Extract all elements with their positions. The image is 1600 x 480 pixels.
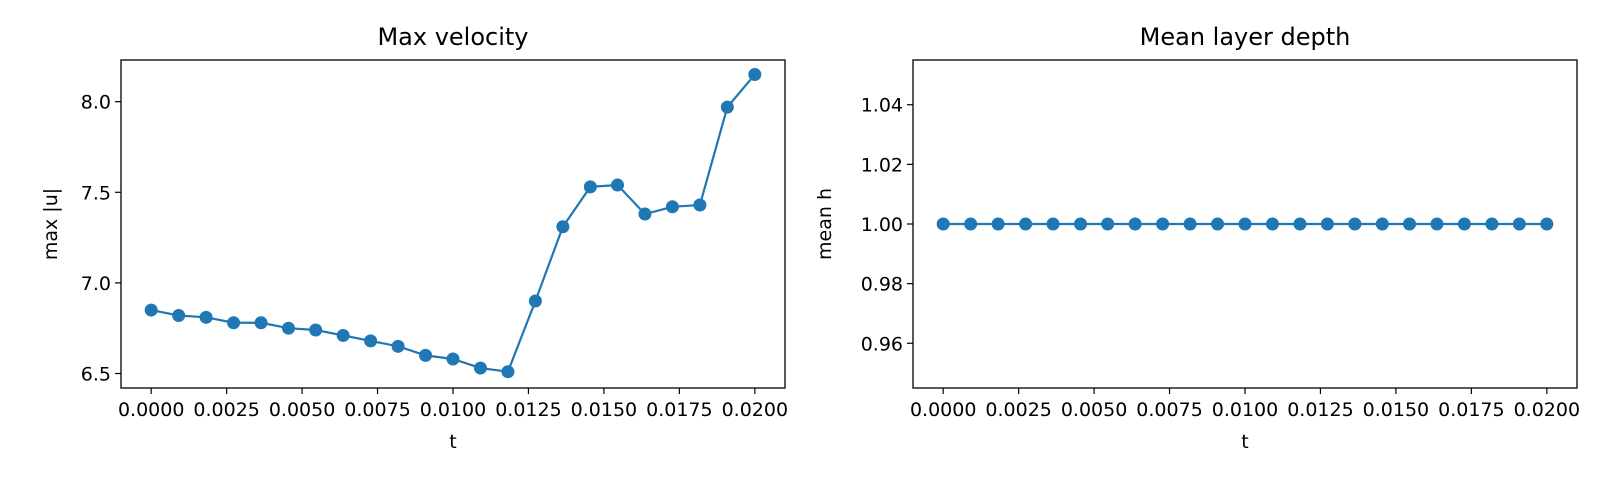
plot-frame (120, 59, 786, 389)
max-velocity-chart: Max velocity t max |u| 0.0000 0.0025 0.005… (40, 23, 788, 453)
chart-title: Max velocity (377, 23, 528, 51)
x-tick-label: 0.0150 (1363, 399, 1429, 421)
data-point (391, 339, 405, 353)
x-tick-label: 0.0025 (985, 399, 1051, 421)
x-tick-label: 0.0100 (1212, 399, 1278, 421)
data-point (227, 316, 241, 330)
data-point (1457, 217, 1471, 231)
y-tick-label: 8.0 (81, 92, 111, 114)
data-point (1238, 217, 1252, 231)
data-point (364, 334, 378, 348)
series-line (150, 73, 756, 373)
data-point (1512, 217, 1526, 231)
x-tick-label: 0.0125 (1287, 399, 1353, 421)
data-point (1156, 217, 1170, 231)
data-point (638, 207, 652, 221)
data-point (720, 100, 734, 114)
y-tick-label: 1.02 (861, 154, 903, 176)
data-point (1485, 217, 1499, 231)
y-tick-label: 7.5 (81, 182, 111, 204)
x-tick-label: 0.0075 (344, 399, 410, 421)
x-tick-label: 0.0050 (1061, 399, 1127, 421)
data-point (936, 217, 950, 231)
x-tick-label: 0.0125 (495, 399, 561, 421)
y-tick-label: 6.5 (81, 364, 111, 386)
data-point (501, 365, 515, 379)
plot-frame (912, 59, 1578, 389)
axis-ticks: 0.0000 0.0025 0.0050 0.0075 0.0100 0.0125 0.01… (81, 92, 788, 421)
data-point (144, 303, 158, 317)
data-point (1430, 217, 1444, 231)
x-tick-label: 0.0075 (1136, 399, 1202, 421)
x-tick-label: 0.0000 (910, 399, 976, 421)
data-point (748, 67, 762, 81)
y-tick-label: 7.0 (81, 273, 111, 295)
data-point (991, 217, 1005, 231)
data-point (665, 200, 679, 214)
data-point (1183, 217, 1197, 231)
data-point (610, 178, 624, 192)
data-point (1375, 217, 1389, 231)
data-point (1265, 217, 1279, 231)
data-point (1211, 217, 1225, 231)
y-tick-label: 1.04 (861, 95, 903, 117)
x-tick-label: 0.0150 (571, 399, 637, 421)
y-tick-label: 1.00 (861, 214, 903, 236)
data-point (419, 348, 433, 362)
data-point (964, 217, 978, 231)
y-tick-label: 0.98 (861, 274, 903, 296)
data-point (254, 316, 268, 330)
x-tick-label: 0.0100 (420, 399, 486, 421)
data-point (1019, 217, 1033, 231)
data-point (282, 321, 296, 335)
y-tick-label: 0.96 (861, 333, 903, 355)
chart-title: Mean layer depth (1140, 23, 1351, 51)
data-point (446, 352, 460, 366)
data-point (528, 294, 542, 308)
data-point (1074, 217, 1088, 231)
data-point (583, 180, 597, 194)
x-tick-label: 0.0200 (722, 399, 788, 421)
data-point (309, 323, 323, 337)
data-point (473, 361, 487, 375)
x-axis-label: t (1241, 431, 1248, 453)
x-tick-label: 0.0000 (118, 399, 184, 421)
x-tick-label: 0.0175 (646, 399, 712, 421)
data-point (1540, 217, 1554, 231)
data-point (1402, 217, 1416, 231)
x-tick-label: 0.0025 (193, 399, 259, 421)
y-axis-label: mean h (814, 188, 836, 260)
x-axis-label: t (449, 431, 456, 453)
data-point (1046, 217, 1060, 231)
data-point (1320, 217, 1334, 231)
data-point (336, 328, 350, 342)
data-point (199, 310, 213, 324)
y-axis-label: max |u| (40, 188, 62, 260)
data-point (172, 309, 186, 323)
x-tick-label: 0.0200 (1514, 399, 1580, 421)
data-marks (144, 67, 762, 379)
x-tick-label: 0.0175 (1438, 399, 1504, 421)
data-marks (936, 217, 1554, 231)
data-point (693, 198, 707, 212)
axis-ticks: 0.0000 0.0025 0.0050 0.0075 0.0100 0.0125 0.01… (861, 95, 1580, 421)
data-point (1348, 217, 1362, 231)
data-point (556, 220, 570, 234)
mean-layer-depth-chart: Mean layer depth t mean h 0.0000 0.0025 0.… (814, 23, 1580, 453)
data-point (1128, 217, 1142, 231)
data-point (1101, 217, 1115, 231)
data-point (1293, 217, 1307, 231)
x-tick-label: 0.0050 (269, 399, 335, 421)
